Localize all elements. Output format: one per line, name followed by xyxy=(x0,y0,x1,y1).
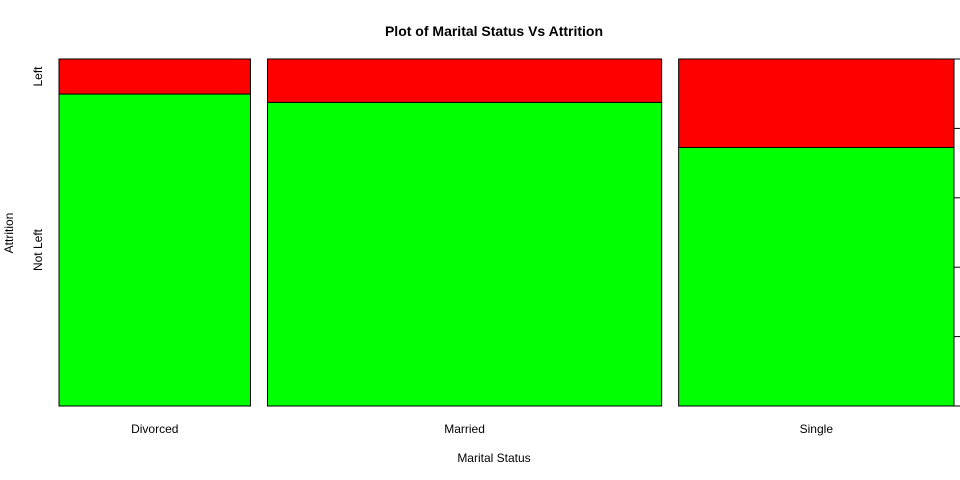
y-level-labels: Not Left Left xyxy=(31,66,45,271)
bar-single xyxy=(678,58,955,407)
x-tick-labels: Divorced Married Single xyxy=(131,422,833,436)
chart-title: Plot of Marital Status Vs Attrition xyxy=(385,23,603,39)
bar-divorced xyxy=(58,58,251,407)
bar-divorced-left xyxy=(58,58,251,95)
right-axis: 0.00.20.40.60.81.0 xyxy=(953,58,960,407)
x-axis-label: Marital Status xyxy=(457,451,530,465)
bars-group xyxy=(58,58,955,407)
bar-single-not-left xyxy=(678,146,955,407)
x-tick-label-married: Married xyxy=(444,422,485,436)
level-label-not-left: Not Left xyxy=(31,228,45,271)
x-tick-label-divorced: Divorced xyxy=(131,422,178,436)
bar-divorced-not-left xyxy=(58,93,251,407)
bar-married-not-left xyxy=(266,101,663,407)
bar-married-left xyxy=(266,58,663,103)
level-label-left: Left xyxy=(31,66,45,87)
y-axis-label: Attrition xyxy=(2,213,16,254)
x-tick-label-single: Single xyxy=(800,422,834,436)
bar-married xyxy=(266,58,663,407)
bar-single-left xyxy=(678,58,955,148)
